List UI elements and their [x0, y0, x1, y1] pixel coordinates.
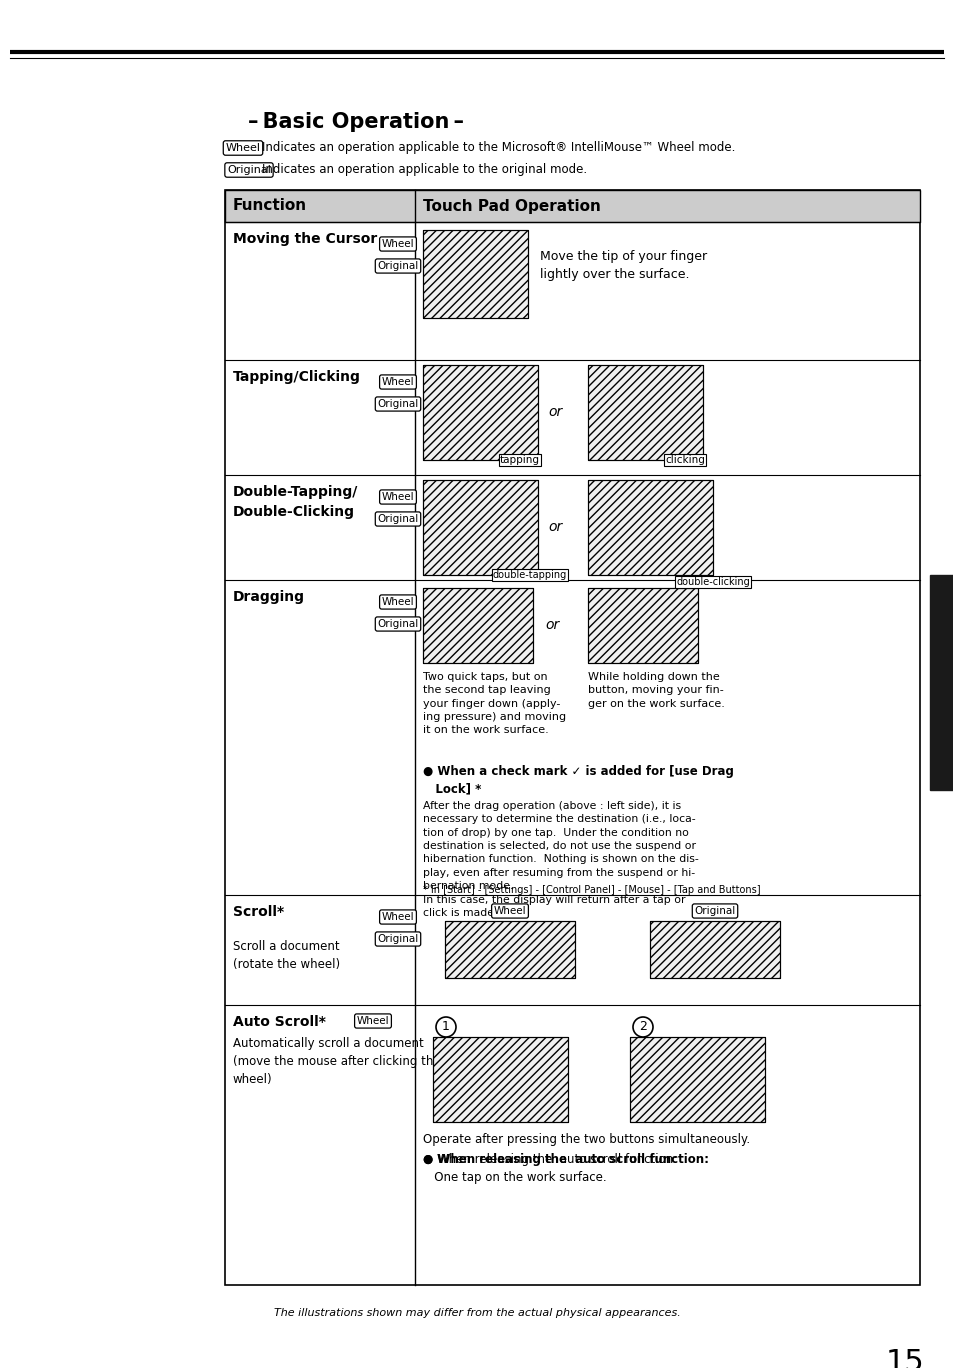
Text: Double-Clicking: Double-Clicking: [233, 505, 355, 518]
Bar: [444, 921, 575, 978]
Circle shape: [436, 1016, 456, 1037]
Bar: [433, 1037, 567, 1122]
Text: Original: Original: [377, 934, 418, 944]
Text: Wheel: Wheel: [381, 239, 414, 249]
Text: Wheel: Wheel: [381, 912, 414, 922]
Bar: [422, 588, 533, 663]
Text: Function: Function: [233, 198, 307, 213]
Bar: [422, 365, 537, 460]
Text: – Basic Operation –: – Basic Operation –: [248, 112, 463, 131]
Text: 1: 1: [441, 1021, 450, 1033]
Text: * In [Start] - [Settings] - [Control Panel] - [Mouse] - [Tap and Buttons]: * In [Start] - [Settings] - [Control Pan…: [422, 885, 760, 895]
Text: ● When releasing the  auto scroll function:: ● When releasing the auto scroll functio…: [422, 1153, 708, 1166]
Text: Automatically scroll a document
(move the mouse after clicking the
wheel): Automatically scroll a document (move th…: [233, 1037, 440, 1086]
Text: double-tapping: double-tapping: [493, 570, 566, 580]
Text: ● When releasing the  auto scroll function:
   One tap on the work surface.: ● When releasing the auto scroll functio…: [422, 1153, 677, 1183]
Text: Touch Pad Operation: Touch Pad Operation: [422, 198, 600, 213]
Bar: [587, 480, 712, 575]
Bar: [422, 365, 537, 460]
Text: Dragging: Dragging: [233, 590, 305, 605]
Text: Two quick taps, but on
the second tap leaving
your finger down (apply-
ing press: Two quick taps, but on the second tap le…: [422, 672, 565, 736]
Bar: [649, 921, 780, 978]
Text: Original: Original: [227, 166, 271, 175]
Text: Operate after pressing the two buttons simultaneously.: Operate after pressing the two buttons s…: [422, 1133, 749, 1146]
Text: Auto Scroll*: Auto Scroll*: [233, 1015, 326, 1029]
Text: tapping: tapping: [499, 456, 539, 465]
Bar: [444, 921, 575, 978]
Text: Wheel: Wheel: [356, 1016, 389, 1026]
Text: Wheel: Wheel: [493, 906, 526, 917]
Text: clicking: clicking: [664, 456, 704, 465]
Text: Scroll*: Scroll*: [233, 906, 284, 919]
Text: The illustrations shown may differ from the actual physical appearances.: The illustrations shown may differ from …: [274, 1308, 679, 1317]
Text: Moving the Cursor: Moving the Cursor: [233, 233, 376, 246]
Text: 15: 15: [884, 1347, 923, 1368]
Text: Double-Tapping/: Double-Tapping/: [233, 486, 358, 499]
Text: Move the tip of your finger
lightly over the surface.: Move the tip of your finger lightly over…: [539, 250, 706, 280]
Text: Wheel: Wheel: [381, 492, 414, 502]
Circle shape: [633, 1016, 652, 1037]
Text: Original: Original: [694, 906, 735, 917]
Text: or: or: [547, 405, 561, 419]
Bar: [422, 480, 537, 575]
Bar: [587, 588, 698, 663]
Text: Wheel: Wheel: [381, 378, 414, 387]
Text: or: or: [544, 618, 558, 632]
Text: Wheel: Wheel: [381, 596, 414, 607]
Text: Wheel: Wheel: [225, 144, 260, 153]
Bar: [587, 480, 712, 575]
Text: 2: 2: [639, 1021, 646, 1033]
Bar: [587, 588, 698, 663]
Text: or: or: [547, 520, 561, 534]
Bar: [422, 230, 527, 317]
Bar: [587, 365, 702, 460]
Text: Original: Original: [377, 399, 418, 409]
Text: Indicates an operation applicable to the Microsoft® IntelliMouse™ Wheel mode.: Indicates an operation applicable to the…: [262, 141, 735, 155]
Bar: [929, 575, 953, 789]
Text: double-clicking: double-clicking: [676, 577, 749, 587]
Bar: [225, 190, 919, 1285]
Bar: [422, 588, 533, 663]
Text: Original: Original: [377, 618, 418, 629]
Bar: [225, 190, 919, 222]
Text: While holding down the
button, moving your fin-
ger on the work surface.: While holding down the button, moving yo…: [587, 672, 724, 709]
Text: Original: Original: [377, 261, 418, 271]
Bar: [422, 480, 537, 575]
Bar: [629, 1037, 764, 1122]
Bar: [422, 230, 527, 317]
Bar: [629, 1037, 764, 1122]
Bar: [649, 921, 780, 978]
Text: Tapping/Clicking: Tapping/Clicking: [233, 369, 360, 384]
Text: Scroll a document
(rotate the wheel): Scroll a document (rotate the wheel): [233, 940, 340, 971]
Text: ● When a check mark ✓ is added for [use Drag
   Lock] *: ● When a check mark ✓ is added for [use …: [422, 765, 733, 795]
Bar: [587, 365, 702, 460]
Text: Original: Original: [377, 514, 418, 524]
Text: After the drag operation (above : left side), it is
necessary to determine the d: After the drag operation (above : left s…: [422, 802, 698, 918]
Bar: [433, 1037, 567, 1122]
Text: Indicates an operation applicable to the original mode.: Indicates an operation applicable to the…: [262, 164, 586, 176]
